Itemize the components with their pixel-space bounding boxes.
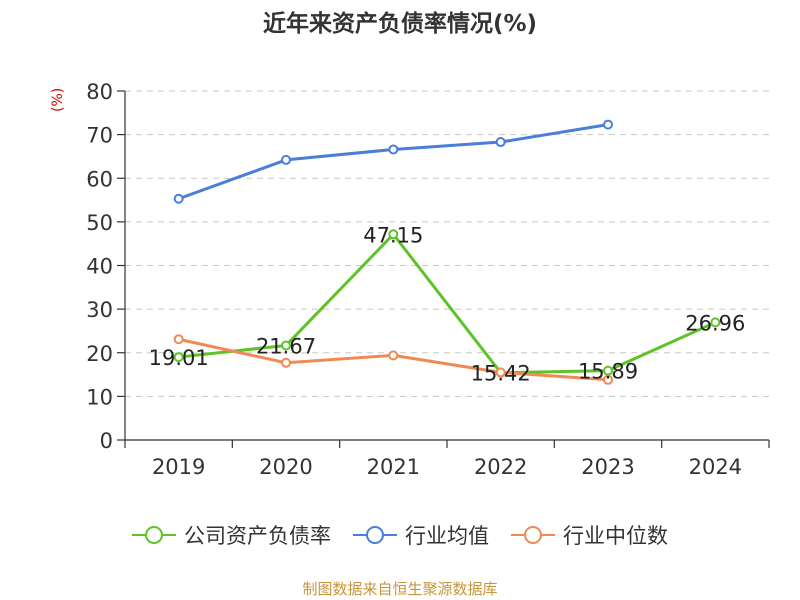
data-point-0-2019 [173, 352, 184, 363]
y-tick-label-70: 70 [86, 124, 113, 148]
series-line-0 [178, 232, 716, 375]
legend-label-industry-mean: 行业均值 [405, 524, 489, 548]
series-layer [173, 119, 721, 385]
data-point-2-2020 [281, 357, 291, 368]
legend-item-industry-median[interactable]: 行业中位数 [511, 520, 668, 550]
legend-label-company: 公司资产负债率 [184, 524, 331, 548]
data-label-2024: 26.96 [685, 311, 745, 335]
data-label-2019: 19.01 [149, 346, 209, 370]
data-point-0-2024 [710, 317, 721, 328]
data-label-2020: 21.67 [256, 334, 316, 358]
x-tick-label-2020: 2020 [259, 455, 312, 479]
legend-item-industry-mean[interactable]: 行业均值 [353, 520, 489, 550]
y-tick-label-0: 0 [100, 429, 113, 453]
data-point-1-2020 [281, 154, 291, 165]
data-point-0-2020 [281, 340, 291, 351]
data-label-2022: 15.42 [471, 362, 531, 386]
x-tick-label-2021: 2021 [367, 455, 420, 479]
x-tick-label-2019: 2019 [152, 455, 205, 479]
chart-title: 近年来资产负债率情况(%) [262, 11, 538, 37]
legend-marker-company-icon [132, 526, 176, 544]
y-axis-unit-label: (%) [50, 87, 66, 112]
y-tick-label-30: 30 [86, 298, 113, 322]
data-label-2023: 15.89 [578, 360, 638, 384]
x-tick-label-2022: 2022 [474, 455, 527, 479]
data-point-0-2021 [388, 229, 399, 240]
axes: 0 10 20 30 40 50 60 70 80 2019 2020 2021 2022 2023 202… [86, 80, 770, 479]
data-point-0-2023 [603, 365, 613, 376]
y-tick-label-50: 50 [86, 211, 113, 235]
legend-marker-industry-median-icon [511, 526, 555, 544]
data-label-2021: 47.15 [363, 223, 423, 247]
y-tick-label-40: 40 [86, 255, 113, 279]
data-source-note: 制图数据来自恒生聚源数据库 [302, 580, 498, 598]
y-tick-label-20: 20 [86, 342, 113, 366]
x-tick-label-2023: 2023 [581, 455, 634, 479]
data-point-1-2019 [173, 193, 184, 204]
y-tick-label-10: 10 [86, 385, 113, 409]
data-labels: 19.01 21.67 47.15 15.42 15.89 26.96 [149, 223, 746, 385]
y-tick-label-60: 60 [86, 167, 113, 191]
data-point-1-2022 [495, 137, 506, 148]
legend-label-industry-median: 行业中位数 [563, 524, 668, 548]
grid-lines [125, 90, 769, 397]
legend-marker-industry-mean-icon [353, 526, 397, 544]
x-tick-label-2024: 2024 [689, 455, 742, 479]
data-point-2-2019 [173, 334, 184, 345]
y-tick-label-80: 80 [86, 80, 113, 104]
data-point-2-2021 [388, 350, 399, 361]
series-line-1 [178, 123, 609, 201]
legend-item-company[interactable]: 公司资产负债率 [132, 520, 331, 550]
data-point-1-2023 [603, 119, 613, 130]
data-point-2-2023 [603, 374, 613, 385]
data-point-2-2022 [495, 367, 506, 378]
data-point-1-2021 [388, 144, 399, 155]
legend: 公司资产负债率 行业均值 行业中位数 [0, 520, 800, 550]
